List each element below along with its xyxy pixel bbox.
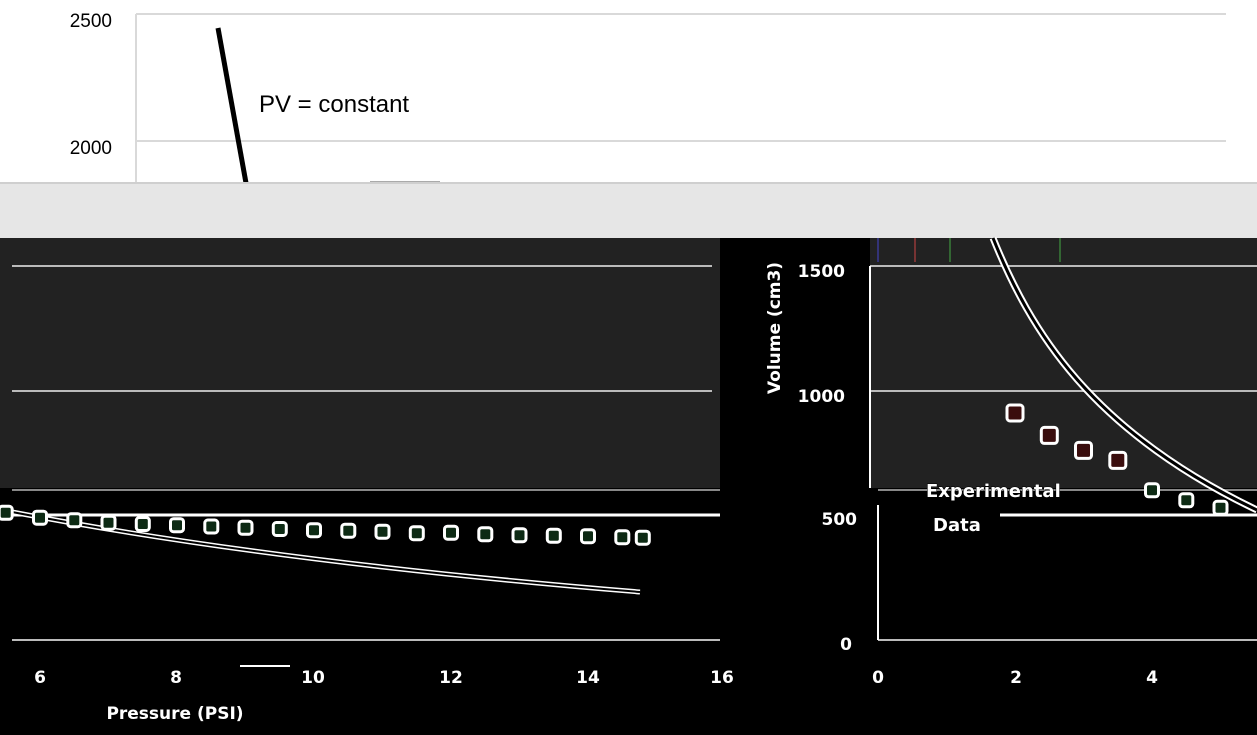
data-point: [271, 521, 288, 537]
xtick-label: 12: [439, 668, 463, 688]
data-point: [203, 518, 220, 535]
data-point: [443, 524, 459, 541]
ytick-label: 0: [840, 635, 852, 655]
data-point: [511, 527, 528, 544]
glitch-band: [0, 183, 1257, 238]
data-point: [1039, 425, 1059, 445]
upper-ytick-label: 2000: [70, 138, 112, 159]
legend-label: Experimental: [926, 481, 1061, 502]
data-point: [306, 522, 322, 539]
data-point: [1108, 450, 1128, 470]
y-axis-title: Volume (cm3): [765, 262, 785, 394]
xtick-label: 14: [576, 668, 600, 688]
ytick-label: 1500: [798, 262, 845, 282]
data-point: [1074, 440, 1093, 460]
data-point: [545, 527, 562, 544]
upper-panel-bg: [0, 0, 1257, 183]
data-point: [237, 519, 254, 536]
experimental-data-points: [0, 403, 1229, 546]
axis-strip: [720, 238, 870, 488]
data-point: [134, 516, 151, 532]
data-point: [374, 523, 391, 540]
legend-label: Data: [933, 515, 981, 536]
fit-curve: [11, 511, 641, 593]
data-point: [0, 504, 14, 521]
lower-black-panel: [0, 488, 1257, 735]
data-point: [169, 517, 185, 534]
data-point: [66, 512, 83, 529]
data-point: [32, 509, 48, 526]
xtick-label: 6: [34, 668, 46, 688]
xtick-label: 16: [710, 668, 734, 688]
data-point: [477, 526, 494, 543]
data-point: [1212, 499, 1229, 516]
data-point: [340, 522, 357, 539]
pv-annotation: PV = constant: [259, 91, 409, 118]
xtick-label: 8: [170, 668, 182, 688]
xtick-label: 0: [872, 668, 884, 688]
pv-curve: [991, 237, 1257, 512]
legend-block: [880, 488, 940, 518]
lower-dark-panel: [0, 238, 1257, 488]
x-axis-title: Pressure (PSI): [106, 704, 243, 724]
data-point: [1144, 482, 1160, 499]
xtick-label: 10: [301, 668, 325, 688]
pv-curve-line: [215, 27, 249, 184]
data-point: [1178, 492, 1195, 509]
data-point: [1005, 403, 1025, 423]
ytick-label: 1000: [798, 387, 845, 407]
data-point: [100, 514, 117, 531]
data-point: [408, 525, 425, 542]
ytick-label: 500: [822, 510, 858, 530]
xtick-label: 2: [1010, 668, 1022, 688]
data-point: [634, 529, 651, 546]
xtick-label: 4: [1146, 668, 1158, 688]
data-point: [614, 529, 631, 546]
data-point: [580, 528, 596, 545]
upper-ytick-label: 2500: [70, 11, 112, 32]
